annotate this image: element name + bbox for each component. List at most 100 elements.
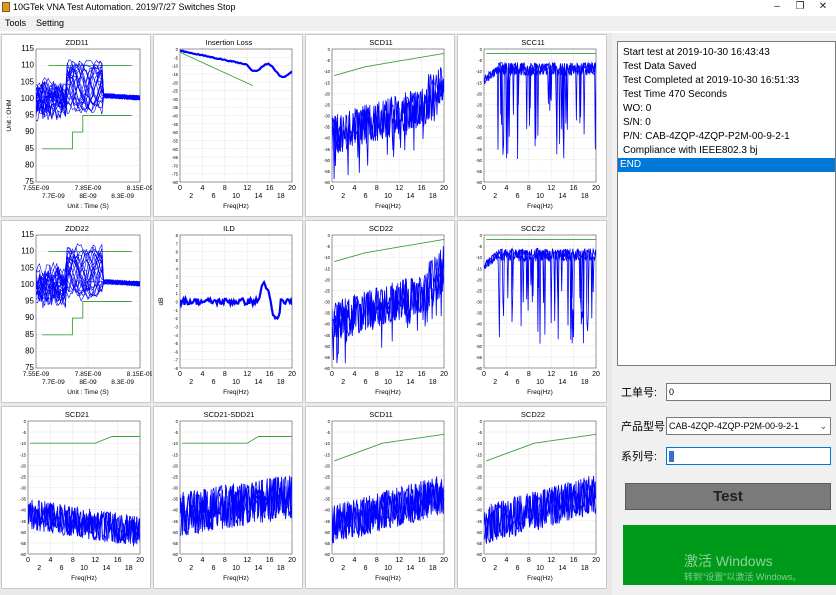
x-tick-label: 2 bbox=[189, 193, 193, 200]
test-button[interactable]: Test bbox=[625, 483, 831, 510]
x-tick-label: 10 bbox=[232, 565, 240, 572]
y-tick-label: -5 bbox=[326, 430, 330, 435]
x-tick-label: 8.15E-09 bbox=[127, 185, 152, 192]
y-tick-label: 3 bbox=[176, 275, 179, 280]
x-tick-label: 2 bbox=[493, 193, 497, 200]
y-tick-label: 7 bbox=[176, 241, 179, 246]
log-line[interactable]: Compliance with IEEE802.3 bj bbox=[623, 145, 758, 156]
impedance-trace bbox=[36, 252, 140, 303]
scd-trace bbox=[332, 478, 444, 540]
work-order-input[interactable]: 0 bbox=[666, 383, 831, 401]
y-tick-label: -45 bbox=[476, 147, 483, 152]
scd-trace bbox=[332, 258, 444, 348]
y-tick-label: 0 bbox=[24, 419, 27, 424]
serial-input[interactable]: 0 bbox=[666, 447, 831, 465]
product-select[interactable]: CAB-4ZQP-4ZQP-P2M-00-9-2-1 ⌄ bbox=[666, 417, 831, 435]
y-tick-label: -50 bbox=[476, 530, 483, 535]
x-tick-label: 4 bbox=[504, 371, 508, 378]
y-tick-label: -10 bbox=[324, 69, 331, 74]
log-line[interactable]: S/N: 0 bbox=[623, 117, 651, 128]
x-tick-label: 14 bbox=[559, 379, 567, 386]
y-tick-label: -40 bbox=[476, 322, 483, 327]
y-tick-label: -25 bbox=[172, 89, 179, 94]
y-tick-label: -35 bbox=[172, 105, 179, 110]
y-tick-label: -50 bbox=[476, 158, 483, 163]
log-line[interactable]: Test Completed at 2019-10-30 16:51:33 bbox=[623, 75, 800, 86]
y-tick-label: -20 bbox=[324, 277, 331, 282]
x-axis-label: Freq(Hz) bbox=[375, 389, 401, 396]
chart-panel-scc22: SCC22 0 -5 -10 -15 -20 -25 -30 -35 -40 -45 -50 -55 -6… bbox=[457, 220, 607, 403]
chart-panel-zdd11: ZDD11 115 110 105 100 95 90 85 80 75 7.55E-09 7.85E… bbox=[1, 34, 152, 217]
chart-title: SCC11 bbox=[521, 38, 545, 47]
menu-setting[interactable]: Setting bbox=[36, 18, 65, 28]
y-tick-label: -80 bbox=[172, 180, 179, 185]
y-tick-label: -55 bbox=[324, 169, 331, 174]
minimize-button[interactable]: – bbox=[774, 1, 780, 12]
y-tick-label: -30 bbox=[324, 486, 331, 491]
limit-line bbox=[334, 238, 444, 263]
y-tick-label: 95 bbox=[25, 297, 34, 306]
x-tick-label: 0 bbox=[178, 185, 182, 192]
x-tick-label: 8 bbox=[527, 371, 531, 378]
chevron-down-icon[interactable]: ⌄ bbox=[819, 421, 827, 431]
y-tick-label: -35 bbox=[324, 125, 331, 130]
y-tick-label: -25 bbox=[476, 474, 483, 479]
log-line[interactable]: Test Time 470 Seconds bbox=[623, 89, 727, 100]
y-tick-label: -45 bbox=[172, 519, 179, 524]
scd-trace bbox=[332, 246, 444, 355]
x-tick-label: 16 bbox=[570, 185, 578, 192]
y-tick-label: -30 bbox=[324, 114, 331, 119]
close-button[interactable]: ✕ bbox=[818, 1, 828, 12]
y-tick-label: -50 bbox=[172, 130, 179, 135]
y-tick-label: -5 bbox=[478, 244, 482, 249]
y-tick-label: -60 bbox=[172, 552, 179, 557]
x-tick-label: 6 bbox=[212, 565, 216, 572]
y-tick-label: 6 bbox=[176, 250, 179, 255]
y-tick-label: -30 bbox=[324, 300, 331, 305]
traces bbox=[180, 279, 292, 321]
y-tick-label: -5 bbox=[174, 55, 178, 60]
title-bar: 10GTek VNA Test Automation. 2019/7/27 Sw… bbox=[0, 0, 836, 15]
menu-tools[interactable]: Tools bbox=[5, 18, 27, 28]
x-axis-label: Freq(Hz) bbox=[223, 575, 249, 582]
x-tick-label: 12 bbox=[547, 371, 555, 378]
log-line[interactable]: END bbox=[618, 158, 835, 172]
y-tick-label: -60 bbox=[476, 180, 483, 185]
restore-button[interactable]: ❐ bbox=[795, 1, 805, 12]
y-tick-label: -10 bbox=[172, 64, 179, 69]
y-tick-label: -55 bbox=[476, 169, 483, 174]
chart-panel-scd21-sdd21: SCD21-SDD21 0 -5 -10 -15 -20 -25 -30 -35 -40 -45 -5… bbox=[153, 406, 303, 589]
x-tick-label: 16 bbox=[266, 185, 274, 192]
x-tick-label: 6 bbox=[364, 193, 368, 200]
x-tick-label: 10 bbox=[80, 565, 88, 572]
x-tick-label: 12 bbox=[243, 371, 251, 378]
x-tick-label: 4 bbox=[48, 557, 52, 564]
x-tick-label: 20 bbox=[288, 185, 296, 192]
y-tick-label: -30 bbox=[476, 300, 483, 305]
x-tick-label: 18 bbox=[429, 565, 437, 572]
y-tick-label: -6 bbox=[174, 349, 178, 354]
x-tick-label: 8 bbox=[527, 185, 531, 192]
y-tick-label: 80 bbox=[25, 346, 34, 355]
log-listbox[interactable]: Start test at 2019-10-30 16:43:43 Test Da… bbox=[617, 41, 836, 366]
x-tick-label: 16 bbox=[114, 557, 122, 564]
x-tick-label: 8 bbox=[375, 371, 379, 378]
x-tick-label: 14 bbox=[255, 379, 263, 386]
x-tick-label: 2 bbox=[493, 379, 497, 386]
y-tick-label: -30 bbox=[476, 486, 483, 491]
y-tick-label: -20 bbox=[172, 463, 179, 468]
log-line[interactable]: WO: 0 bbox=[623, 103, 652, 114]
y-tick-label: -40 bbox=[172, 114, 179, 119]
log-line[interactable]: Start test at 2019-10-30 16:43:43 bbox=[623, 47, 770, 58]
chart-title: SCD11 bbox=[369, 410, 393, 419]
y-tick-label: -35 bbox=[476, 125, 483, 130]
chart-title: ILD bbox=[223, 224, 235, 233]
y-tick-label: -70 bbox=[172, 163, 179, 168]
y-tick-label: -45 bbox=[324, 519, 331, 524]
x-tick-label: 0 bbox=[330, 557, 334, 564]
log-line[interactable]: Test Data Saved bbox=[623, 61, 697, 72]
log-line[interactable]: P/N: CAB-4ZQP-4ZQP-P2M-00-9-2-1 bbox=[623, 131, 790, 142]
serial-label: 系列号: bbox=[621, 451, 658, 463]
x-tick-label: 0 bbox=[482, 371, 486, 378]
x-tick-label: 10 bbox=[232, 379, 240, 386]
